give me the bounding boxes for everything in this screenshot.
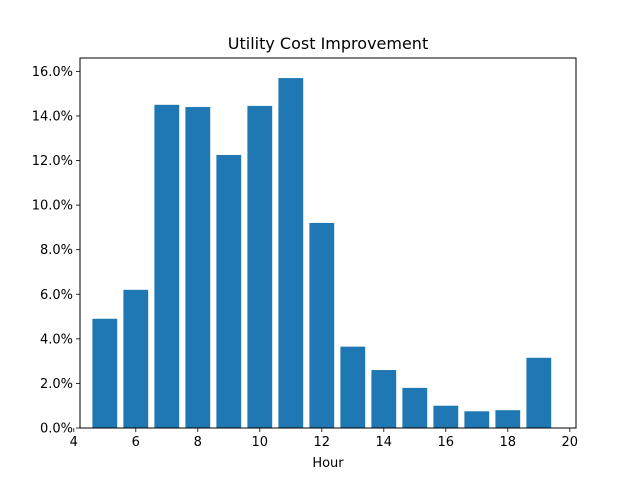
bar-hour-16 [433, 405, 459, 428]
y-tick-label: 10.0% [32, 199, 73, 214]
bar-hour-5 [92, 318, 118, 428]
bar-hour-18 [495, 410, 521, 428]
bar-hour-13 [340, 346, 366, 428]
x-tick-label: 6 [132, 435, 140, 450]
x-tick-label: 16 [438, 435, 455, 450]
y-tick-label: 12.0% [32, 154, 73, 169]
bar-hour-15 [402, 387, 428, 428]
x-tick-label: 10 [252, 435, 269, 450]
y-axis-ticks: 0.0% 2.0% 4.0% 6.0% 8.0% 10.0% 12.0% 14.0% 16.0% [32, 65, 80, 437]
x-tick-label: 20 [562, 435, 579, 450]
bar-hour-17 [464, 411, 490, 428]
bar-hour-10 [247, 105, 273, 428]
x-tick-label: 14 [376, 435, 393, 450]
bar-hour-9 [216, 154, 242, 428]
y-tick-label: 4.0% [40, 332, 73, 347]
bar-hour-11 [278, 78, 304, 428]
plot-frame [79, 57, 577, 429]
x-tick-label: 4 [70, 435, 78, 450]
y-tick-label: 14.0% [32, 109, 73, 124]
x-axis-ticks: 4 6 8 10 12 14 16 18 20 [70, 428, 578, 450]
y-tick-label: 6.0% [40, 288, 73, 303]
chart-title: Utility Cost Improvement [228, 34, 428, 53]
x-tick-label: 8 [194, 435, 202, 450]
bar-hour-6 [123, 289, 149, 428]
bar-hour-12 [309, 222, 335, 428]
y-tick-label: 0.0% [40, 422, 73, 437]
x-tick-label: 12 [314, 435, 331, 450]
bar-hour-14 [371, 370, 397, 428]
bars-group [92, 78, 552, 429]
x-tick-label: 18 [500, 435, 517, 450]
bar-hour-7 [154, 104, 180, 429]
bar-hour-19 [526, 357, 552, 428]
y-tick-label: 16.0% [32, 65, 73, 80]
y-tick-label: 8.0% [40, 243, 73, 258]
x-axis-label: Hour [312, 456, 344, 471]
y-tick-label: 2.0% [40, 377, 73, 392]
bar-hour-8 [185, 107, 211, 429]
